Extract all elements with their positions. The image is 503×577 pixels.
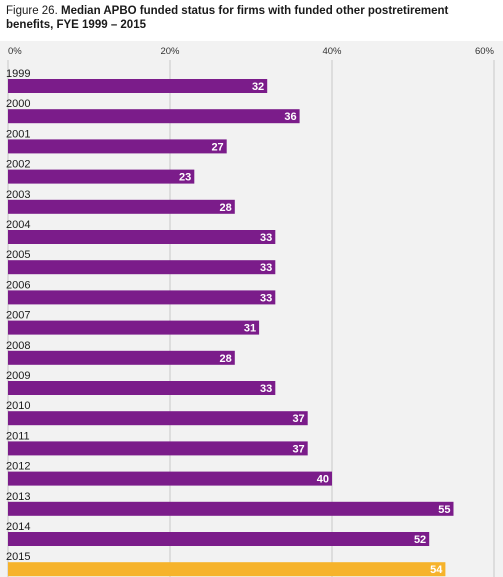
category-label: 2001 [6, 128, 30, 140]
bar [8, 139, 227, 154]
category-label: 2000 [6, 98, 30, 110]
category-label: 2011 [6, 430, 30, 442]
bar [8, 411, 308, 426]
data-label: 28 [220, 202, 232, 214]
bar [8, 169, 195, 184]
bar [8, 230, 276, 244]
bar [8, 79, 268, 93]
category-label: 2002 [6, 159, 30, 171]
category-label: 2005 [6, 249, 30, 261]
category-label: 2006 [6, 279, 30, 291]
plot-background [0, 41, 503, 577]
category-label: 2014 [6, 521, 30, 533]
figure-number: Figure 26. [6, 5, 58, 17]
data-label: 33 [260, 262, 272, 274]
data-label: 32 [252, 81, 264, 93]
bar [8, 381, 276, 395]
bar [8, 532, 430, 546]
data-label: 27 [211, 141, 223, 153]
bar [8, 471, 332, 486]
x-tick-label: 20% [160, 46, 180, 57]
category-label: 2004 [6, 219, 30, 231]
data-label: 36 [284, 111, 296, 123]
bar [8, 441, 308, 456]
category-label: 2010 [6, 400, 30, 412]
data-label: 33 [260, 232, 272, 244]
data-label: 37 [292, 443, 304, 455]
figure-title-text: Median APBO funded status for firms with… [6, 5, 449, 31]
bar [8, 320, 260, 335]
data-label: 37 [292, 413, 304, 425]
x-tick-label: 60% [475, 46, 495, 57]
category-label: 1999 [6, 68, 30, 80]
data-label: 31 [244, 323, 256, 335]
category-label: 2013 [6, 491, 30, 503]
bar [8, 290, 276, 305]
data-label: 52 [414, 534, 426, 546]
x-tick-label: 0% [8, 46, 22, 57]
data-label: 55 [438, 504, 450, 516]
category-label: 2003 [6, 189, 30, 201]
x-tick-label: 40% [322, 46, 342, 57]
bar [8, 260, 276, 275]
bar [8, 199, 235, 214]
data-label: 40 [317, 474, 329, 486]
category-label: 2012 [6, 461, 30, 473]
data-label: 23 [179, 172, 191, 184]
category-label: 2009 [6, 370, 30, 382]
category-label: 2008 [6, 340, 30, 352]
data-label: 28 [220, 353, 232, 365]
category-label: 2015 [6, 551, 30, 563]
bar [8, 501, 454, 516]
data-label: 33 [260, 383, 272, 395]
bar [8, 350, 235, 365]
chart-title: Figure 26. Median APBO funded status for… [6, 4, 496, 32]
data-label: 54 [430, 564, 443, 576]
data-label: 33 [260, 292, 272, 304]
bar [8, 562, 446, 577]
bar [8, 109, 300, 124]
category-label: 2007 [6, 310, 30, 322]
